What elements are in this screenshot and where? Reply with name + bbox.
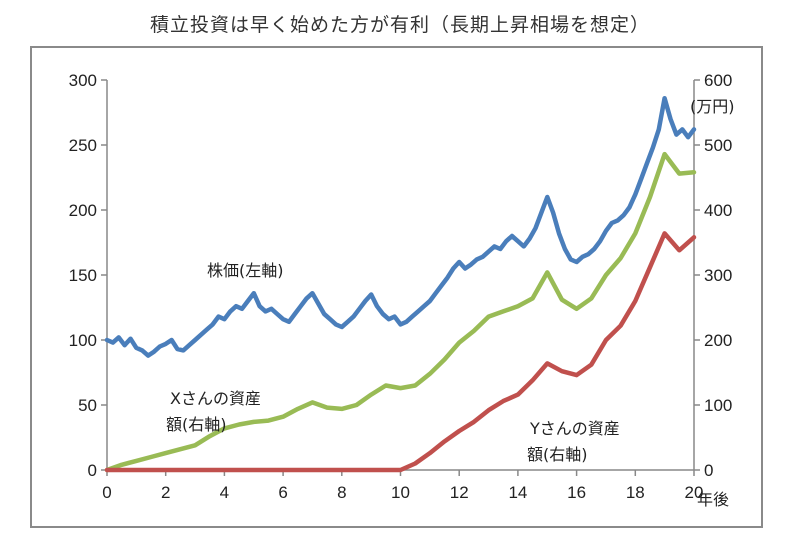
x-tick-label: 0 [102, 483, 111, 502]
label-x-asset: Xさんの資産 額(右軸) [166, 389, 266, 434]
x-axis-unit: 年後 [697, 490, 729, 509]
left-tick-label: 150 [69, 266, 97, 285]
axes: 0 50 100 150 200 250 300 0 100 200 300 400 500 600 0 2 4… [69, 71, 733, 502]
right-tick-label: 500 [704, 136, 732, 155]
label-y-asset: Yさんの資産 額(右軸) [527, 419, 625, 464]
series-lines [104, 95, 697, 473]
left-tick-label: 100 [69, 331, 97, 350]
left-tick-label: 0 [88, 461, 97, 480]
right-tick-label: 0 [704, 461, 713, 480]
series-line-1 [104, 151, 697, 473]
right-tick-label: 400 [704, 201, 732, 220]
x-tick-label: 8 [337, 483, 346, 502]
x-tick-label: 12 [450, 483, 469, 502]
x-tick-label: 4 [220, 483, 229, 502]
right-tick-label: 200 [704, 331, 732, 350]
right-tick-label: 300 [704, 266, 732, 285]
left-tick-label: 50 [78, 396, 97, 415]
x-tick-label: 10 [391, 483, 410, 502]
left-tick-label: 250 [69, 136, 97, 155]
x-tick-label: 2 [161, 483, 170, 502]
series-line-2 [104, 231, 697, 473]
label-stock: 株価(左軸) [207, 261, 284, 280]
right-axis-unit: (万円) [690, 97, 735, 116]
left-tick-label: 200 [69, 201, 97, 220]
x-tick-label: 6 [278, 483, 287, 502]
series-line-0 [104, 95, 697, 358]
chart-frame [30, 46, 763, 528]
x-tick-label: 16 [567, 483, 586, 502]
x-tick-label: 18 [626, 483, 645, 502]
annotations: 株価(左軸) Xさんの資産 額(右軸) Yさんの資産 額(右軸) (万円) 年後 [166, 97, 735, 509]
x-tick-label: 20 [685, 483, 704, 502]
x-tick-label: 14 [508, 483, 527, 502]
left-tick-label: 300 [69, 71, 97, 90]
right-tick-label: 600 [704, 71, 732, 90]
chart-title: 積立投資は早く始めた方が有利（長期上昇相場を想定） [149, 14, 650, 36]
right-tick-label: 100 [704, 396, 732, 415]
